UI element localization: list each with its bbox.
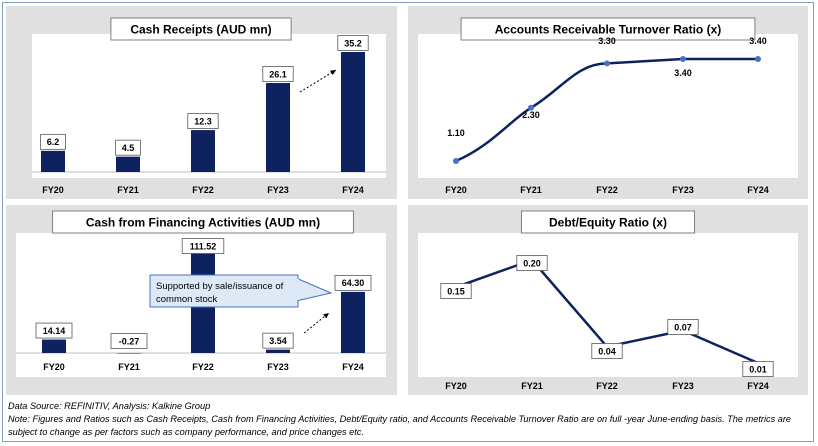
data-source-text: Data Source: REFINITIV, Analysis: Kalkin… bbox=[8, 401, 211, 411]
ar-turnover-chart: Accounts Receivable Turnover Ratio (x) 1.… bbox=[418, 17, 798, 195]
bar-fy20 bbox=[41, 150, 65, 172]
chart-title: Debt/Equity Ratio (x) bbox=[549, 216, 667, 230]
debt-equity-panel: Debt/Equity Ratio (x) 0.15 0.20 0.04 0.07 0.0… bbox=[408, 205, 808, 395]
chart-title-box bbox=[110, 17, 292, 41]
chart-title-box bbox=[52, 210, 354, 234]
data-label-fy21-box bbox=[115, 139, 141, 156]
data-label-fy24-box bbox=[337, 35, 369, 51]
x-tick-fy24: FY24 bbox=[747, 185, 769, 195]
point-fy23 bbox=[680, 56, 686, 62]
cash-financing-panel: 14.14 -0.27 111.52 3.54 64.30 Cash from Finan… bbox=[6, 205, 397, 395]
data-label-fy22-box bbox=[181, 238, 225, 254]
x-tick-fy20: FY20 bbox=[42, 185, 64, 195]
x-tick-fy21: FY21 bbox=[521, 381, 543, 391]
note-text: Note: Figures and Ratios such as Cash Re… bbox=[8, 414, 791, 437]
cash-receipts-panel: Cash Receipts (AUD mn) 6.2 4.5 12.3 26.1 35.2… bbox=[6, 6, 397, 199]
data-label-fy23: 3.54 bbox=[269, 336, 287, 346]
x-tick-fy23: FY23 bbox=[672, 185, 694, 195]
chart-title: Accounts Receivable Turnover Ratio (x) bbox=[495, 23, 722, 37]
data-label-fy22: 12.3 bbox=[194, 116, 212, 126]
data-label-fy23: 3.40 bbox=[674, 68, 692, 78]
x-tick-fy21: FY21 bbox=[520, 185, 542, 195]
data-label-fy21: 4.5 bbox=[122, 143, 135, 153]
x-tick-fy23: FY23 bbox=[267, 362, 289, 372]
data-label-fy24-box bbox=[334, 274, 372, 291]
data-label-fy23: 0.07 bbox=[674, 322, 692, 332]
data-label-fy20: 1.10 bbox=[447, 128, 465, 138]
data-label-fy20: 6.2 bbox=[47, 137, 60, 147]
point-fy22 bbox=[604, 60, 610, 67]
bar-fy20 bbox=[42, 339, 66, 353]
data-label-fy20: 0.15 bbox=[447, 286, 465, 296]
point-fy24 bbox=[755, 56, 761, 62]
debt-equity-chart: Debt/Equity Ratio (x) 0.15 0.20 0.04 0.07 0.0… bbox=[418, 210, 798, 391]
data-label-fy20: 14.14 bbox=[43, 326, 66, 336]
data-label-fy22: 0.04 bbox=[598, 346, 616, 356]
trend-arrow-head bbox=[330, 70, 336, 76]
bar-fy22 bbox=[191, 130, 215, 172]
data-label-fy21: 0.20 bbox=[523, 258, 541, 268]
x-tick-fy22: FY22 bbox=[192, 362, 214, 372]
data-label-fy22: 3.30 bbox=[598, 36, 616, 46]
data-label-fy21-box bbox=[110, 333, 148, 349]
point-fy20 bbox=[453, 158, 459, 164]
x-tick-fy24: FY24 bbox=[342, 362, 364, 372]
data-label-fy21-box bbox=[516, 255, 548, 271]
x-tick-fy21: FY21 bbox=[118, 362, 140, 372]
data-label-fy24: 0.01 bbox=[749, 364, 767, 374]
data-label-fy23-box bbox=[667, 319, 699, 335]
data-label-fy24-box bbox=[742, 361, 774, 377]
footnote: Data Source: REFINITIV, Analysis: Kalkin… bbox=[8, 400, 808, 439]
ar-turnover-panel: Accounts Receivable Turnover Ratio (x) 1.… bbox=[408, 6, 808, 199]
point-fy21 bbox=[528, 104, 534, 111]
x-tick-fy22: FY22 bbox=[596, 185, 618, 195]
bar-fy24 bbox=[341, 291, 365, 353]
data-label-fy23: 26.1 bbox=[269, 69, 287, 79]
x-tick-fy24: FY24 bbox=[747, 381, 769, 391]
data-label-fy24: 64.30 bbox=[342, 278, 365, 288]
bar-fy23 bbox=[266, 349, 290, 353]
data-label-fy22: 111.52 bbox=[190, 241, 217, 251]
x-tick-fy20: FY20 bbox=[445, 185, 467, 195]
data-label-fy24: 35.2 bbox=[344, 38, 362, 48]
chart-title: Cash Receipts (AUD mn) bbox=[130, 23, 271, 37]
bar-fy21 bbox=[117, 353, 141, 354]
bar-fy21 bbox=[116, 156, 140, 172]
x-tick-fy22: FY22 bbox=[596, 381, 618, 391]
x-tick-fy22: FY22 bbox=[192, 185, 214, 195]
data-label-fy20-box bbox=[35, 322, 73, 339]
chart-title-box bbox=[520, 210, 696, 234]
data-label-fy21: 2.30 bbox=[522, 110, 540, 120]
data-label-fy22-box bbox=[187, 113, 219, 129]
cash-receipts-chart: Cash Receipts (AUD mn) 6.2 4.5 12.3 26.1 35.2… bbox=[32, 17, 386, 195]
trend-arrow bbox=[303, 312, 330, 334]
x-tick-fy20: FY20 bbox=[445, 381, 467, 391]
data-label-fy20-box bbox=[440, 283, 472, 299]
data-label-fy22-box bbox=[591, 343, 623, 359]
x-tick-fy20: FY20 bbox=[43, 362, 65, 372]
x-tick-fy23: FY23 bbox=[267, 185, 289, 195]
trend-arrow-head bbox=[323, 313, 329, 319]
callout-box bbox=[149, 274, 299, 308]
callout-text-line1: Supported by sale/issuance of bbox=[156, 281, 284, 292]
trend-arrow bbox=[299, 69, 337, 93]
data-label-fy23-box bbox=[262, 332, 294, 349]
x-tick-fy23: FY23 bbox=[672, 381, 694, 391]
callout-joint bbox=[295, 279, 299, 300]
data-label-fy21: -0.27 bbox=[119, 336, 140, 346]
chart-title: Cash from Financing Activities (AUD mn) bbox=[86, 216, 320, 230]
bar-fy23 bbox=[266, 83, 290, 172]
chart-title-box bbox=[460, 17, 756, 41]
x-tick-fy21: FY21 bbox=[117, 185, 139, 195]
data-label-fy24: 3.40 bbox=[749, 36, 767, 46]
data-label-fy20-box bbox=[40, 133, 66, 150]
plot-area bbox=[418, 34, 798, 178]
x-tick-fy24: FY24 bbox=[342, 185, 364, 195]
cash-financing-chart: 14.14 -0.27 111.52 3.54 64.30 Cash from Finan… bbox=[16, 210, 386, 377]
callout-text-line2: common stock bbox=[156, 294, 217, 305]
data-label-fy23-box bbox=[262, 66, 294, 82]
bar-fy24 bbox=[341, 52, 365, 172]
